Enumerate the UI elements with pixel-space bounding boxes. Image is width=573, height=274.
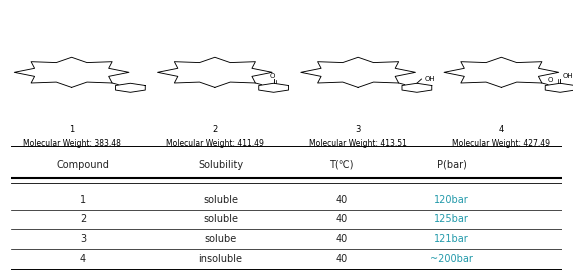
Text: Solubility: Solubility <box>198 160 243 170</box>
Text: 40: 40 <box>335 215 348 224</box>
Text: Compound: Compound <box>57 160 109 170</box>
Text: T(℃): T(℃) <box>329 160 354 170</box>
Text: Molecular Weight: 427.49: Molecular Weight: 427.49 <box>452 139 551 148</box>
Text: ~200bar: ~200bar <box>430 254 473 264</box>
Text: 3: 3 <box>80 234 86 244</box>
Text: 4: 4 <box>499 125 504 134</box>
Text: O: O <box>270 73 275 79</box>
Text: Molecular Weight: 411.49: Molecular Weight: 411.49 <box>166 139 264 148</box>
Text: 120bar: 120bar <box>434 195 469 205</box>
Text: 40: 40 <box>335 195 348 205</box>
Text: 2: 2 <box>80 215 86 224</box>
Text: solube: solube <box>205 234 237 244</box>
Text: Molecular Weight: 413.51: Molecular Weight: 413.51 <box>309 139 407 148</box>
Text: OH: OH <box>563 73 573 79</box>
Text: 4: 4 <box>80 254 86 264</box>
Text: 121bar: 121bar <box>434 234 469 244</box>
Text: Molecular Weight: 383.48: Molecular Weight: 383.48 <box>23 139 120 148</box>
Text: 125bar: 125bar <box>434 215 469 224</box>
Text: insoluble: insoluble <box>198 254 242 264</box>
Text: soluble: soluble <box>203 215 238 224</box>
Text: soluble: soluble <box>203 195 238 205</box>
Text: 2: 2 <box>212 125 218 134</box>
Text: 40: 40 <box>335 234 348 244</box>
Text: P(bar): P(bar) <box>437 160 466 170</box>
Text: 1: 1 <box>69 125 74 134</box>
Text: 3: 3 <box>355 125 361 134</box>
Text: 40: 40 <box>335 254 348 264</box>
Text: OH: OH <box>425 76 435 82</box>
Text: 1: 1 <box>80 195 86 205</box>
Text: O: O <box>548 77 554 83</box>
